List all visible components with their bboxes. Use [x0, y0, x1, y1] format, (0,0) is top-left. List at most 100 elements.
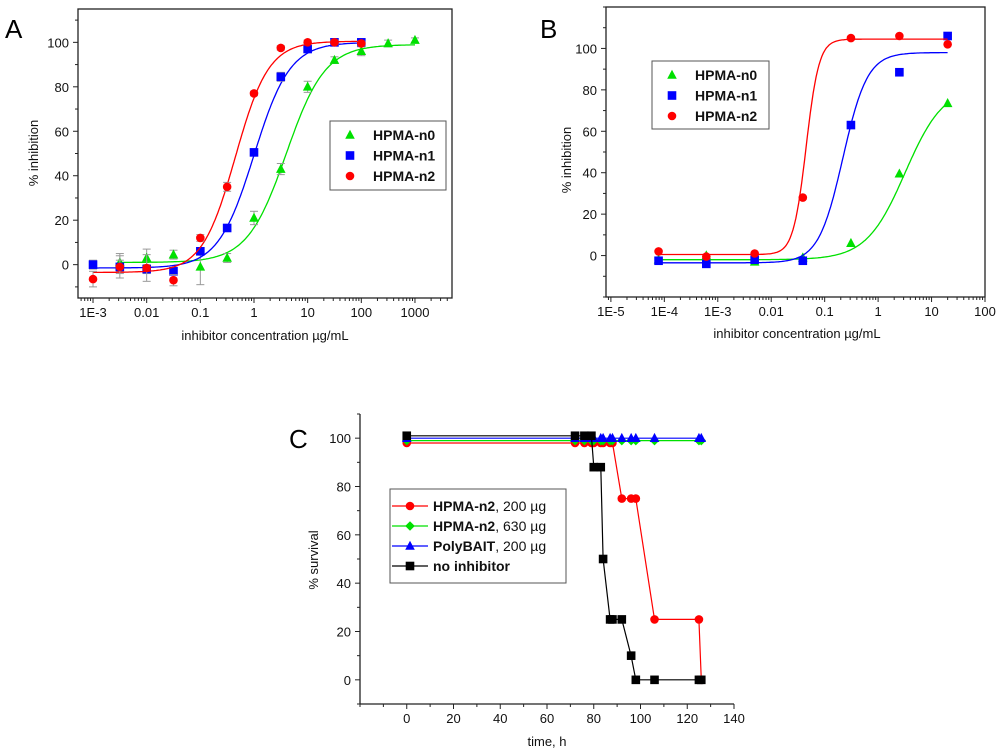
data-point	[895, 67, 904, 77]
legend-label: HPMA-n0	[373, 127, 435, 143]
legend-entry: HPMA-n0	[667, 67, 757, 83]
data-point	[249, 212, 259, 222]
y-tick-label: 80	[583, 83, 597, 98]
data-point	[696, 675, 706, 685]
data-point	[702, 252, 711, 261]
legend-marker	[405, 540, 415, 550]
data-point	[88, 274, 98, 284]
data-point	[596, 462, 606, 472]
y-tick-label: 20	[55, 213, 69, 228]
data-point	[617, 615, 627, 624]
data-point	[357, 39, 366, 48]
series-hpma-n2	[654, 31, 952, 261]
data-point	[608, 615, 617, 624]
legend-suffix: , 200 µg	[495, 498, 546, 514]
x-axis-title: time, h	[527, 734, 566, 749]
data-point	[798, 193, 808, 202]
data-point	[169, 275, 178, 285]
panel-label: A	[5, 14, 23, 44]
data-point	[649, 432, 660, 442]
data-point	[650, 675, 659, 685]
y-tick-label: 80	[55, 80, 69, 95]
data-point	[589, 462, 599, 472]
series-hpma-n2	[401, 435, 707, 446]
x-tick-label: 100	[974, 304, 996, 319]
legend: HPMA-n0 HPMA-n1 HPMA-n2	[651, 60, 770, 130]
legend-label: HPMA-n2	[695, 108, 757, 124]
legend-label: HPMA-n2, 630 µg	[433, 518, 546, 534]
x-tick-label: 1E-4	[651, 304, 678, 319]
x-tick-label: 100	[350, 305, 372, 320]
panel-label: B	[540, 14, 557, 44]
legend-label: no inhibitor	[433, 558, 511, 574]
data-point	[696, 432, 707, 442]
legend-entry: HPMA-n2, 200 µg	[392, 498, 546, 514]
y-axis-title: % inhibition	[26, 120, 41, 187]
legend-marker	[405, 521, 415, 531]
data-point	[196, 233, 205, 243]
legend-marker	[667, 111, 677, 121]
legend-entry: HPMA-n0	[345, 127, 435, 143]
data-point	[702, 259, 711, 269]
series-hpma-n2	[88, 38, 366, 288]
data-point	[846, 33, 856, 43]
data-point	[654, 247, 663, 256]
x-axis-title: inhibitor concentration µg/mL	[713, 326, 880, 341]
data-point	[356, 45, 367, 56]
legend-box	[389, 488, 567, 584]
y-tick-label: 40	[583, 166, 597, 181]
data-point	[943, 31, 952, 41]
legend-entry: PolyBAIT, 200 µg	[392, 538, 546, 554]
data-point	[626, 651, 636, 660]
data-point	[895, 31, 904, 41]
legend-entry: HPMA-n2, 630 µg	[392, 518, 546, 534]
data-point	[303, 44, 312, 54]
x-tick-label: 0.01	[134, 305, 159, 320]
legend-entry: HPMA-n2	[345, 168, 435, 184]
legend-marker	[345, 129, 355, 139]
panel-c: 0 20 40 60 80 100 120 140 0 20 40 60 80 100 time, h % s…	[289, 413, 745, 749]
data-point	[607, 432, 618, 442]
data-point	[195, 261, 206, 271]
legend-suffix: , 200 µg	[495, 538, 546, 554]
y-tick-label: 40	[337, 576, 351, 591]
y-tick-label: 100	[47, 35, 69, 50]
legend-marker	[667, 69, 677, 79]
data-point	[694, 615, 704, 624]
data-point	[942, 98, 953, 108]
data-point	[249, 89, 259, 98]
data-point	[617, 432, 627, 442]
x-tick-label: 1E-3	[79, 305, 106, 320]
legend-marker	[667, 91, 677, 100]
y-axis-title: % survival	[306, 530, 321, 589]
x-tick-label: 1000	[401, 305, 430, 320]
plot-frame	[605, 6, 986, 298]
data-point	[598, 432, 608, 442]
data-point	[750, 249, 759, 258]
x-tick-label: 20	[446, 711, 460, 726]
data-point	[654, 256, 663, 266]
x-tick-label: 1E-3	[704, 304, 731, 319]
legend-label: HPMA-n1	[373, 148, 435, 164]
y-tick-label: 60	[55, 124, 69, 139]
y-tick-label: 100	[329, 431, 351, 446]
data-point	[196, 247, 205, 256]
legend-marker	[345, 171, 355, 181]
data-point	[750, 255, 759, 265]
legend-label: HPMA-n2	[373, 168, 435, 184]
x-tick-label: 60	[540, 711, 554, 726]
legend-marker	[345, 151, 355, 160]
x-tick-label: 10	[924, 304, 938, 319]
legend-name: PolyBAIT	[433, 538, 496, 554]
legend-entry: no inhibitor	[392, 558, 511, 574]
data-point	[222, 252, 232, 262]
x-axis-title: inhibitor concentration µg/mL	[181, 328, 348, 343]
legend-label: HPMA-n2, 200 µg	[433, 498, 546, 514]
data-point	[650, 615, 659, 624]
x-tick-label: 80	[587, 711, 601, 726]
data-point	[580, 431, 589, 441]
legend-entry: HPMA-n2	[667, 108, 757, 124]
data-point	[303, 38, 312, 47]
